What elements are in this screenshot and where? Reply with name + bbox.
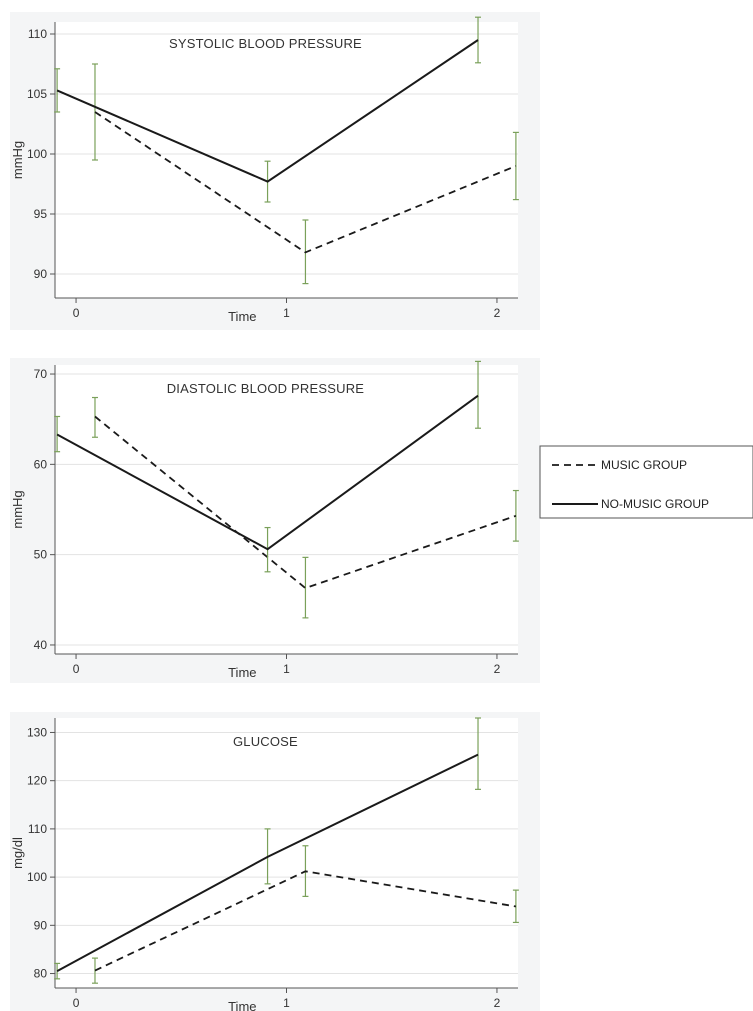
y-tick-label: 100 xyxy=(27,870,47,884)
x-tick-label: 1 xyxy=(283,996,290,1010)
x-axis-label: Time xyxy=(228,665,256,680)
y-tick-label: 90 xyxy=(34,267,48,281)
y-tick-label: 130 xyxy=(27,725,47,739)
y-tick-label: 70 xyxy=(34,367,48,381)
y-tick-label: 110 xyxy=(28,822,47,836)
x-tick-label: 2 xyxy=(494,996,501,1010)
series-line-no-music xyxy=(56,753,479,972)
y-tick-label: 90 xyxy=(34,918,48,932)
y-tick-label: 95 xyxy=(34,207,48,221)
y-axis-label: mmHg xyxy=(10,490,25,528)
x-tick-label: 0 xyxy=(73,996,80,1010)
series-line-no-music xyxy=(56,394,479,551)
legend-label-no-music: NO-MUSIC GROUP xyxy=(601,497,709,511)
x-tick-label: 1 xyxy=(283,662,290,676)
y-tick-label: 105 xyxy=(27,87,47,101)
plot-area xyxy=(55,22,518,298)
legend: MUSIC GROUP NO-MUSIC GROUP xyxy=(539,445,753,519)
chart-panel-systolic: 90 95 100 105 110 0 1 2 Time mmHg SYSTOLIC BLOOD P… xyxy=(10,12,540,330)
plot-area xyxy=(55,365,518,654)
series-line-no-music xyxy=(56,39,479,183)
y-tick-label: 110 xyxy=(28,27,47,41)
y-tick-label: 60 xyxy=(34,457,48,471)
legend-label-music: MUSIC GROUP xyxy=(601,458,687,472)
x-tick-label: 1 xyxy=(283,306,290,320)
x-tick-label: 2 xyxy=(494,306,501,320)
y-tick-label: 80 xyxy=(34,967,48,981)
x-tick-label: 0 xyxy=(73,662,80,676)
x-tick-label: 2 xyxy=(494,662,501,676)
chart-panel-diastolic: 40 50 60 70 0 1 2 Time mmHg DIASTOLIC BLOOD PRESS… xyxy=(10,358,540,683)
legend-box xyxy=(539,445,753,519)
y-tick-label: 50 xyxy=(34,548,48,562)
chart-title: SYSTOLIC BLOOD PRESSURE xyxy=(169,36,362,51)
y-tick-label: 120 xyxy=(27,774,47,788)
y-tick-label: 40 xyxy=(34,638,48,652)
y-axis-label: mg/dl xyxy=(10,837,25,869)
x-axis-label: Time xyxy=(228,999,256,1011)
plot-area xyxy=(55,718,518,988)
chart-panel-glucose: 80 90 100 110 120 130 0 1 2 Time mg/dl GLUCOSE xyxy=(10,712,540,1011)
series-line-music xyxy=(94,870,517,972)
y-axis-label: mmHg xyxy=(10,141,25,179)
series-line-music xyxy=(94,111,517,254)
x-axis-label: Time xyxy=(228,309,256,324)
series-line-music xyxy=(94,415,517,590)
x-tick-label: 0 xyxy=(73,306,80,320)
y-tick-label: 100 xyxy=(27,147,47,161)
chart-title: DIASTOLIC BLOOD PRESSURE xyxy=(167,381,365,396)
chart-title: GLUCOSE xyxy=(233,734,298,749)
